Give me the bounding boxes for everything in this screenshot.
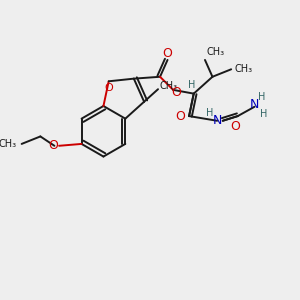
Text: CH₃: CH₃ xyxy=(160,81,178,92)
Text: O: O xyxy=(171,86,181,99)
Text: H: H xyxy=(260,109,268,119)
Text: N: N xyxy=(212,114,222,127)
Text: O: O xyxy=(104,83,113,93)
Text: O: O xyxy=(163,47,172,60)
Text: H: H xyxy=(206,108,213,118)
Text: CH₃: CH₃ xyxy=(207,47,225,57)
Text: O: O xyxy=(49,139,58,152)
Text: O: O xyxy=(230,120,240,133)
Text: N: N xyxy=(250,98,259,111)
Text: CH₃: CH₃ xyxy=(0,139,17,149)
Text: O: O xyxy=(175,110,184,123)
Text: H: H xyxy=(188,80,196,90)
Text: CH₃: CH₃ xyxy=(235,64,253,74)
Text: H: H xyxy=(258,92,266,102)
